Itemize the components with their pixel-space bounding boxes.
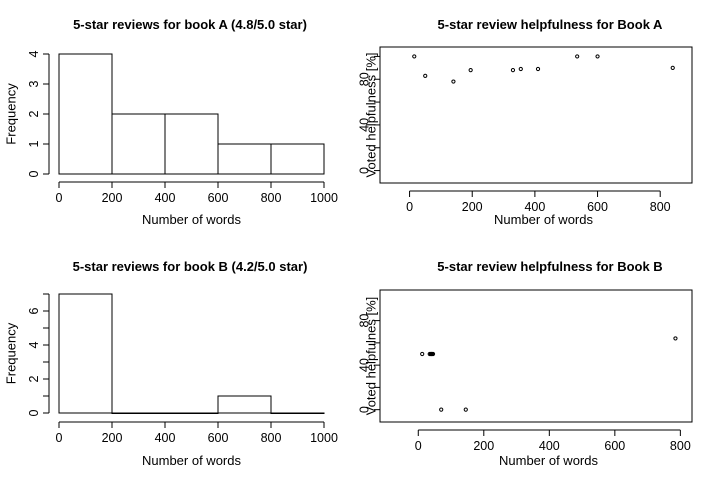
y-tick-label: 0 (358, 406, 372, 413)
scatter-point (670, 65, 675, 70)
x-tick-label: 400 (539, 439, 560, 453)
x-axis-label: Number of words (142, 453, 241, 468)
y-tick-label: 80 (358, 72, 372, 86)
x-tick-label: 0 (406, 200, 413, 214)
scatter-point (451, 79, 456, 84)
chart-panel-1: 5-star reviews for book A (4.8/5.0 star)… (4, 17, 338, 227)
scatter-point (463, 407, 468, 412)
histogram-bar (58, 53, 113, 175)
x-tick-label: 200 (462, 200, 483, 214)
x-tick-label: 600 (587, 200, 608, 214)
x-tick-label: 400 (524, 200, 545, 214)
histogram-bar (217, 143, 272, 175)
y-tick-label: 4 (27, 50, 41, 57)
histogram-bar (270, 412, 325, 414)
histogram-bar (164, 113, 219, 175)
y-tick-label: 0 (27, 409, 41, 416)
histogram-bar (164, 412, 219, 414)
chart-panel-3: 5-star reviews for book B (4.2/5.0 star)… (4, 259, 338, 468)
x-tick-label: 800 (670, 439, 691, 453)
x-tick-label: 0 (415, 439, 422, 453)
scatter-point (595, 54, 600, 59)
y-tick-label: 40 (358, 118, 372, 132)
scatter-point (439, 407, 444, 412)
y-tick-label: 2 (27, 375, 41, 382)
histogram-bar (270, 143, 325, 175)
scatter-point (412, 54, 417, 59)
histogram-bar (217, 395, 272, 414)
y-tick-label: 2 (27, 110, 41, 117)
plot-frame (379, 46, 693, 184)
y-tick-label: 40 (358, 358, 372, 372)
x-tick-label: 600 (208, 191, 229, 205)
scatter-point (468, 68, 473, 73)
scatter-point (673, 336, 678, 341)
scatter-point (518, 66, 523, 72)
y-tick-label: 1 (27, 140, 41, 147)
scatter-point (430, 351, 436, 357)
x-tick-label: 1000 (310, 191, 338, 205)
histogram-bar (111, 113, 166, 175)
histogram-bar (111, 412, 166, 414)
x-tick-label: 600 (604, 439, 625, 453)
y-tick-label: 4 (27, 341, 41, 348)
scatter-point (535, 66, 541, 72)
chart-title: 5-star review helpfulness for Book B (437, 259, 662, 274)
x-tick-label: 800 (650, 200, 671, 214)
chart-panel-2: 5-star review helpfulness for Book A Numb… (358, 17, 693, 227)
plot-frame (379, 289, 693, 423)
y-axis-label: Frequency (4, 83, 19, 145)
x-tick-label: 600 (208, 431, 229, 445)
x-tick-label: 200 (102, 191, 123, 205)
chart-title: 5-star reviews for book A (4.8/5.0 star) (73, 17, 307, 32)
x-tick-label: 800 (261, 191, 282, 205)
chart-title: 5-star review helpfulness for Book A (438, 17, 664, 32)
scatter-point (423, 73, 428, 78)
y-tick-label: 0 (358, 167, 372, 174)
y-axis-label: Voted helpfulnes [%] (364, 297, 379, 416)
scatter-point (420, 351, 425, 357)
y-axis-label: Frequency (4, 322, 19, 384)
y-axis-label: Voted helpfulness [%] (364, 52, 379, 177)
x-axis-label: Number of words (142, 212, 241, 227)
chart-panel-4: 5-star review helpfulness for Book B Numb… (358, 259, 693, 468)
y-tick-label: 6 (27, 307, 41, 314)
x-tick-label: 1000 (310, 431, 338, 445)
x-tick-label: 400 (155, 191, 176, 205)
x-axis-label: Number of words (494, 212, 593, 227)
x-tick-label: 0 (56, 431, 63, 445)
x-tick-label: 400 (155, 431, 176, 445)
x-tick-label: 200 (102, 431, 123, 445)
x-tick-label: 800 (261, 431, 282, 445)
y-tick-label: 3 (27, 80, 41, 87)
y-tick-label: 80 (358, 314, 372, 328)
y-tick-label: 0 (27, 170, 41, 177)
chart-title: 5-star reviews for book B (4.2/5.0 star) (73, 259, 308, 274)
x-axis-label: Number of words (499, 453, 598, 468)
histogram-bar (58, 293, 113, 414)
scatter-point (510, 68, 516, 73)
scatter-point (575, 54, 580, 59)
x-tick-label: 0 (56, 191, 63, 205)
x-tick-label: 200 (473, 439, 494, 453)
